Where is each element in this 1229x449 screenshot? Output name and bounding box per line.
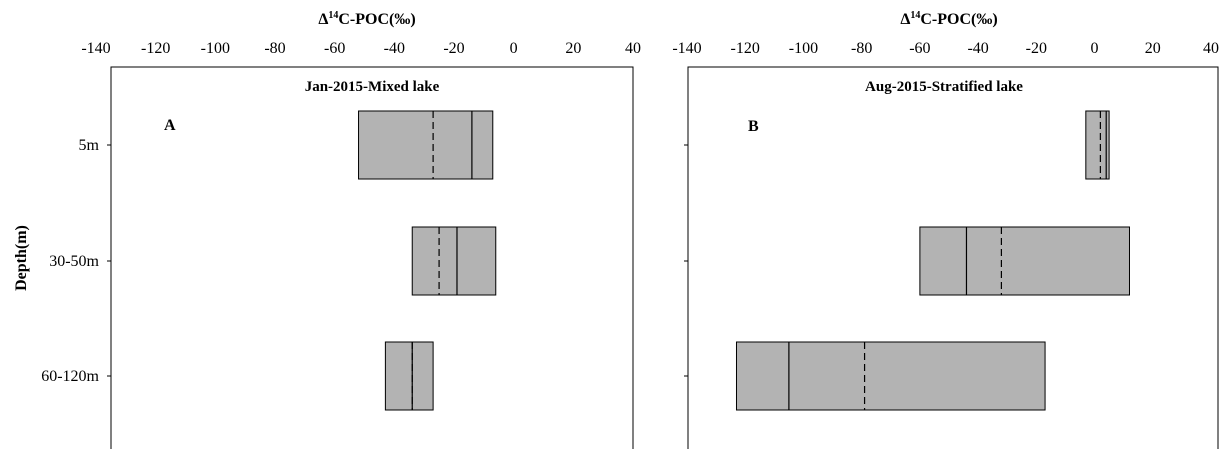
panel-b: Δ14C-POC(‰) -140 -120 -100 -80 -60 -40 -20 0 20 4…	[672, 10, 1219, 449]
panel-b-x-tick-label: -140	[672, 40, 701, 57]
panel-a-x-tick-label: -20	[443, 40, 464, 57]
panel-a-letter: A	[164, 117, 176, 134]
panel-a-x-axis-title: Δ14C-POC(‰)	[318, 10, 415, 28]
panel-b-box	[735, 341, 1046, 411]
panel-a-x-tick-label: -100	[201, 40, 230, 57]
panel-a-x-tick-label: 0	[510, 40, 518, 57]
y-category-label: 30-50m	[49, 253, 99, 270]
y-category-label: 5m	[79, 137, 100, 154]
panel-b-x-axis-title: Δ14C-POC(‰)	[900, 10, 997, 28]
panel-a-box	[358, 110, 494, 180]
panel-a-plot-frame	[110, 66, 634, 449]
panel-b-x-tick-label: -60	[909, 40, 930, 57]
panel-b-x-tick-label: -40	[967, 40, 988, 57]
panel-b-x-tick-label: 20	[1145, 40, 1161, 57]
panel-a-x-tick-label: -40	[384, 40, 405, 57]
y-axis-title: Depth(m)	[13, 225, 30, 291]
panel-a-box	[411, 226, 497, 296]
panel-a-x-tick-label: 20	[565, 40, 581, 57]
panel-a-x-tick-label: -60	[324, 40, 345, 57]
panel-a-x-tick-label: 40	[625, 40, 641, 57]
panel-b-x-tick-label: -20	[1026, 40, 1047, 57]
panel-a-box	[384, 341, 434, 411]
panel-a-y-ticks: 5m 30-50m 60-120m	[41, 137, 111, 385]
panel-a-x-tick-label: -120	[141, 40, 170, 57]
panel-b-y-ticks	[684, 144, 688, 377]
panel-b-x-tick-label: 40	[1203, 40, 1219, 57]
panel-b-box	[1085, 110, 1110, 180]
panel-b-x-tick-label: 0	[1091, 40, 1099, 57]
panel-b-title: Aug-2015-Stratified lake	[865, 79, 1023, 95]
panel-b-x-tick-label: -100	[789, 40, 818, 57]
panel-a-boxes	[358, 110, 497, 411]
y-category-label: 60-120m	[41, 368, 99, 385]
panel-a-x-tick-label: -140	[81, 40, 110, 57]
panel-b-x-ticks: -140 -120 -100 -80 -60 -40 -20 0 20 40	[672, 40, 1219, 57]
panel-a-title: Jan-2015-Mixed lake	[305, 79, 440, 95]
panel-b-letter: B	[748, 118, 759, 135]
panel-a-x-tick-label: -80	[264, 40, 285, 57]
panel-b-x-tick-label: -120	[731, 40, 760, 57]
panel-b-boxes	[735, 110, 1130, 411]
panel-a: Δ14C-POC(‰) -140 -120 -100 -80 -60 -40 -20 0 20 4…	[41, 10, 641, 449]
panel-b-plot-frame	[687, 66, 1219, 449]
panel-b-box	[919, 226, 1130, 296]
panel-a-x-ticks: -140 -120 -100 -80 -60 -40 -20 0 20 40	[81, 40, 641, 57]
panel-b-x-tick-label: -80	[851, 40, 872, 57]
